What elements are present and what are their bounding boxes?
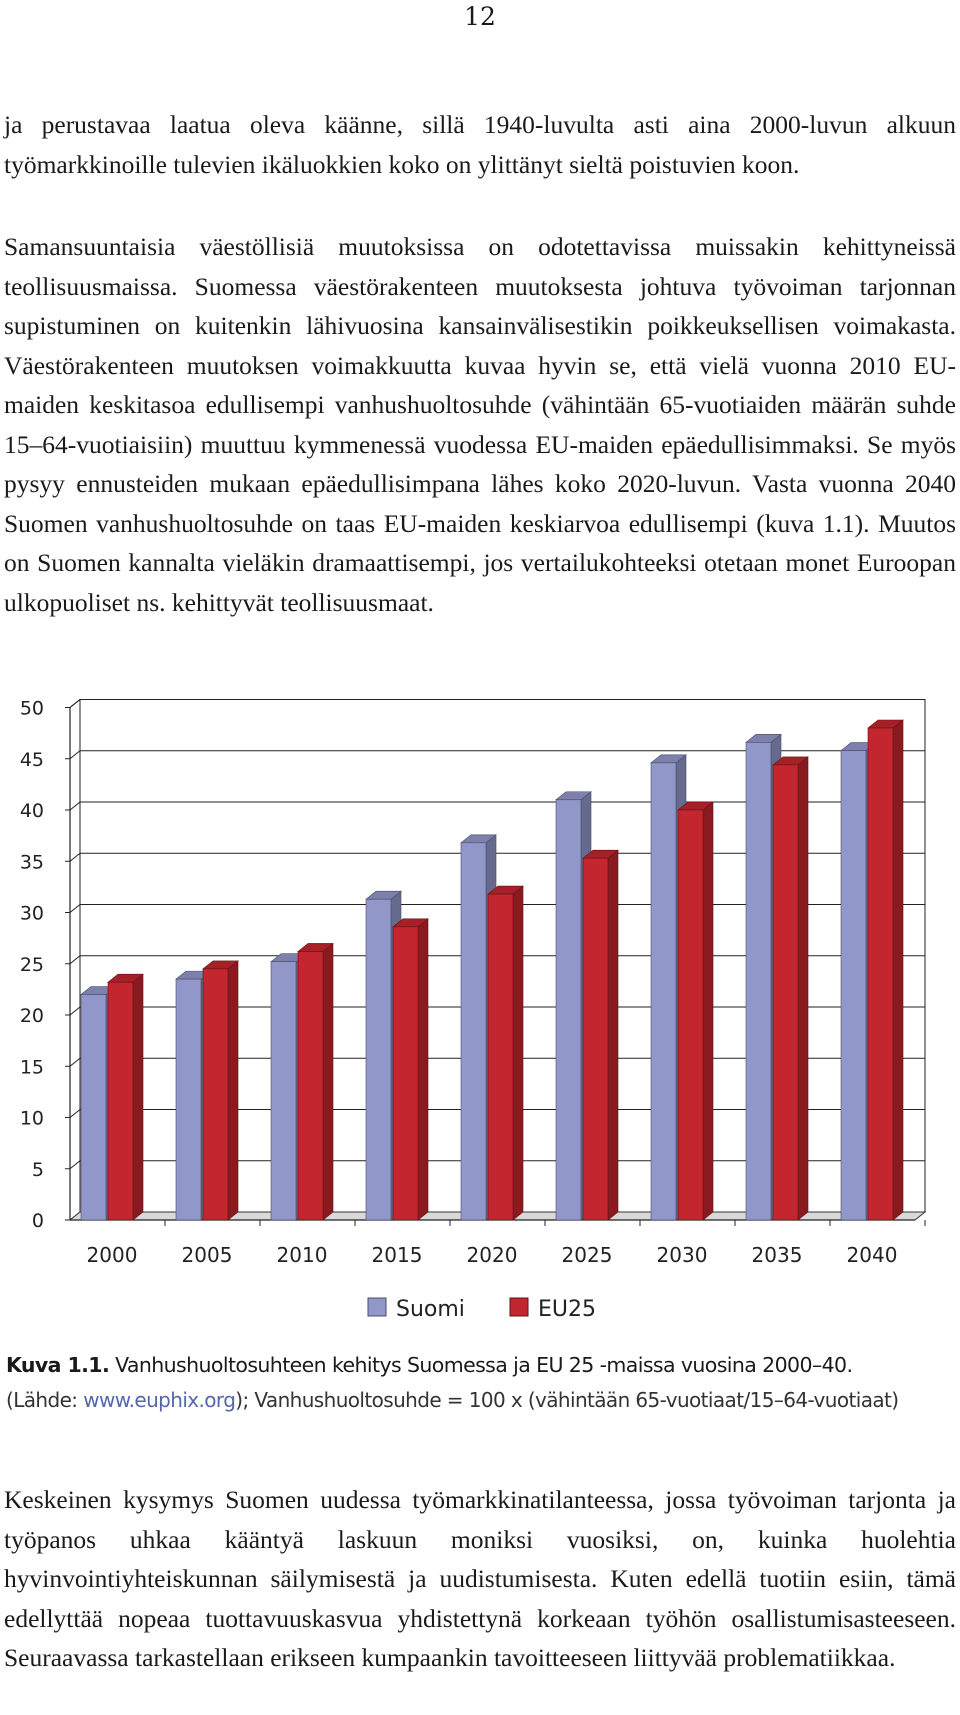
y-tick-label: 15 xyxy=(20,1056,44,1078)
x-tick-label-2040: 2040 xyxy=(847,1243,898,1267)
bar-suomi-2030 xyxy=(650,762,677,1221)
bar-suomi-2005 xyxy=(175,978,202,1221)
bar-suomi-2040 xyxy=(840,750,867,1221)
paragraph-conclusion: Keskeinen kysymys Suomen uudessa työmark… xyxy=(4,1485,956,1672)
bar-eu25-2040-side xyxy=(892,719,904,1221)
y-tick-label: 5 xyxy=(32,1159,44,1181)
gridline-diagonal xyxy=(69,1160,81,1170)
source-link[interactable]: www.euphix.org xyxy=(83,1388,236,1412)
gridline-diagonal xyxy=(69,955,81,965)
x-tick-label-2025: 2025 xyxy=(562,1243,613,1267)
bar-eu25-2035-side xyxy=(797,756,809,1221)
bar-eu25-2000-side xyxy=(132,973,144,1221)
x-tick-label-2015: 2015 xyxy=(372,1243,423,1267)
x-tick-label-2010: 2010 xyxy=(277,1243,328,1267)
y-axis-top xyxy=(69,699,81,708)
bar-eu25-2025-side xyxy=(607,849,619,1221)
y-tick-label: 25 xyxy=(20,954,44,976)
x-tick-label-2020: 2020 xyxy=(467,1243,518,1267)
bar-eu25-2025 xyxy=(582,857,609,1221)
figure-caption: Kuva 1.1. Vanhushuoltosuhteen kehitys Su… xyxy=(6,1353,853,1377)
bar-suomi-2015 xyxy=(365,898,392,1221)
bar-eu25-2000 xyxy=(107,981,134,1221)
bar-eu25-2020-side xyxy=(512,885,524,1221)
y-tick-label: 40 xyxy=(20,800,44,822)
bar-eu25-2010-side xyxy=(322,942,334,1221)
bar-suomi-2000 xyxy=(80,994,107,1221)
paragraph-intro: ja perustavaa laatua oleva käänne, sillä… xyxy=(4,110,956,179)
x-tick-label-2005: 2005 xyxy=(182,1243,233,1267)
caption-text: Vanhushuoltosuhteen kehitys Suomessa ja … xyxy=(109,1353,853,1377)
bar-suomi-2010 xyxy=(270,961,297,1221)
y-tick-label: 20 xyxy=(20,1005,44,1027)
legend-swatch-suomi xyxy=(367,1297,387,1317)
caption-label: Kuva 1.1. xyxy=(6,1353,110,1377)
bar-eu25-2020 xyxy=(487,893,514,1221)
y-tick-label: 45 xyxy=(20,749,44,771)
x-tick-label-2035: 2035 xyxy=(752,1243,803,1267)
bar-eu25-2015 xyxy=(392,926,419,1221)
page-number: 12 xyxy=(464,2,496,31)
bar-eu25-2015-side xyxy=(417,918,429,1221)
gridline-diagonal xyxy=(69,1006,81,1016)
y-tick-label: 0 xyxy=(32,1210,44,1232)
gridline-diagonal xyxy=(69,1057,81,1067)
gridline-diagonal xyxy=(69,801,81,811)
gridline-diagonal xyxy=(69,750,81,760)
bar-eu25-2005-side xyxy=(227,960,239,1221)
source-suffix: ); Vanhushuoltosuhde = 100 x (vähintään … xyxy=(235,1388,899,1412)
x-tick-label-2030: 2030 xyxy=(657,1243,708,1267)
gridline-diagonal xyxy=(69,1109,81,1118)
legend-swatch-eu25 xyxy=(509,1297,529,1317)
bar-eu25-2010 xyxy=(297,951,324,1221)
x-tick-label-2000: 2000 xyxy=(87,1243,138,1267)
legend-label-suomi: Suomi xyxy=(396,1297,465,1322)
source-prefix: (Lähde: xyxy=(6,1388,84,1412)
bar-eu25-2005 xyxy=(202,968,229,1221)
bar-suomi-2020 xyxy=(460,842,487,1221)
gridline-diagonal xyxy=(69,852,81,862)
bar-eu25-2030-side xyxy=(702,801,714,1221)
bar-eu25-2040 xyxy=(867,727,894,1221)
paragraph-demographics: Samansuuntaisia väestöllisiä muutoksissa… xyxy=(4,232,956,617)
bar-eu25-2030 xyxy=(677,809,704,1221)
y-tick-label: 35 xyxy=(20,851,44,873)
gridline-diagonal xyxy=(69,904,81,913)
y-tick-label: 30 xyxy=(20,903,44,925)
y-tick-label: 10 xyxy=(20,1108,44,1130)
figure-source: (Lähde: www.euphix.org); Vanhushuoltosuh… xyxy=(6,1388,899,1412)
legend-label-eu25: EU25 xyxy=(538,1297,596,1322)
bar-suomi-2035 xyxy=(745,742,772,1221)
bar-eu25-2035 xyxy=(772,764,799,1221)
y-tick-label: 50 xyxy=(20,698,44,720)
bar-suomi-2025 xyxy=(555,799,582,1221)
